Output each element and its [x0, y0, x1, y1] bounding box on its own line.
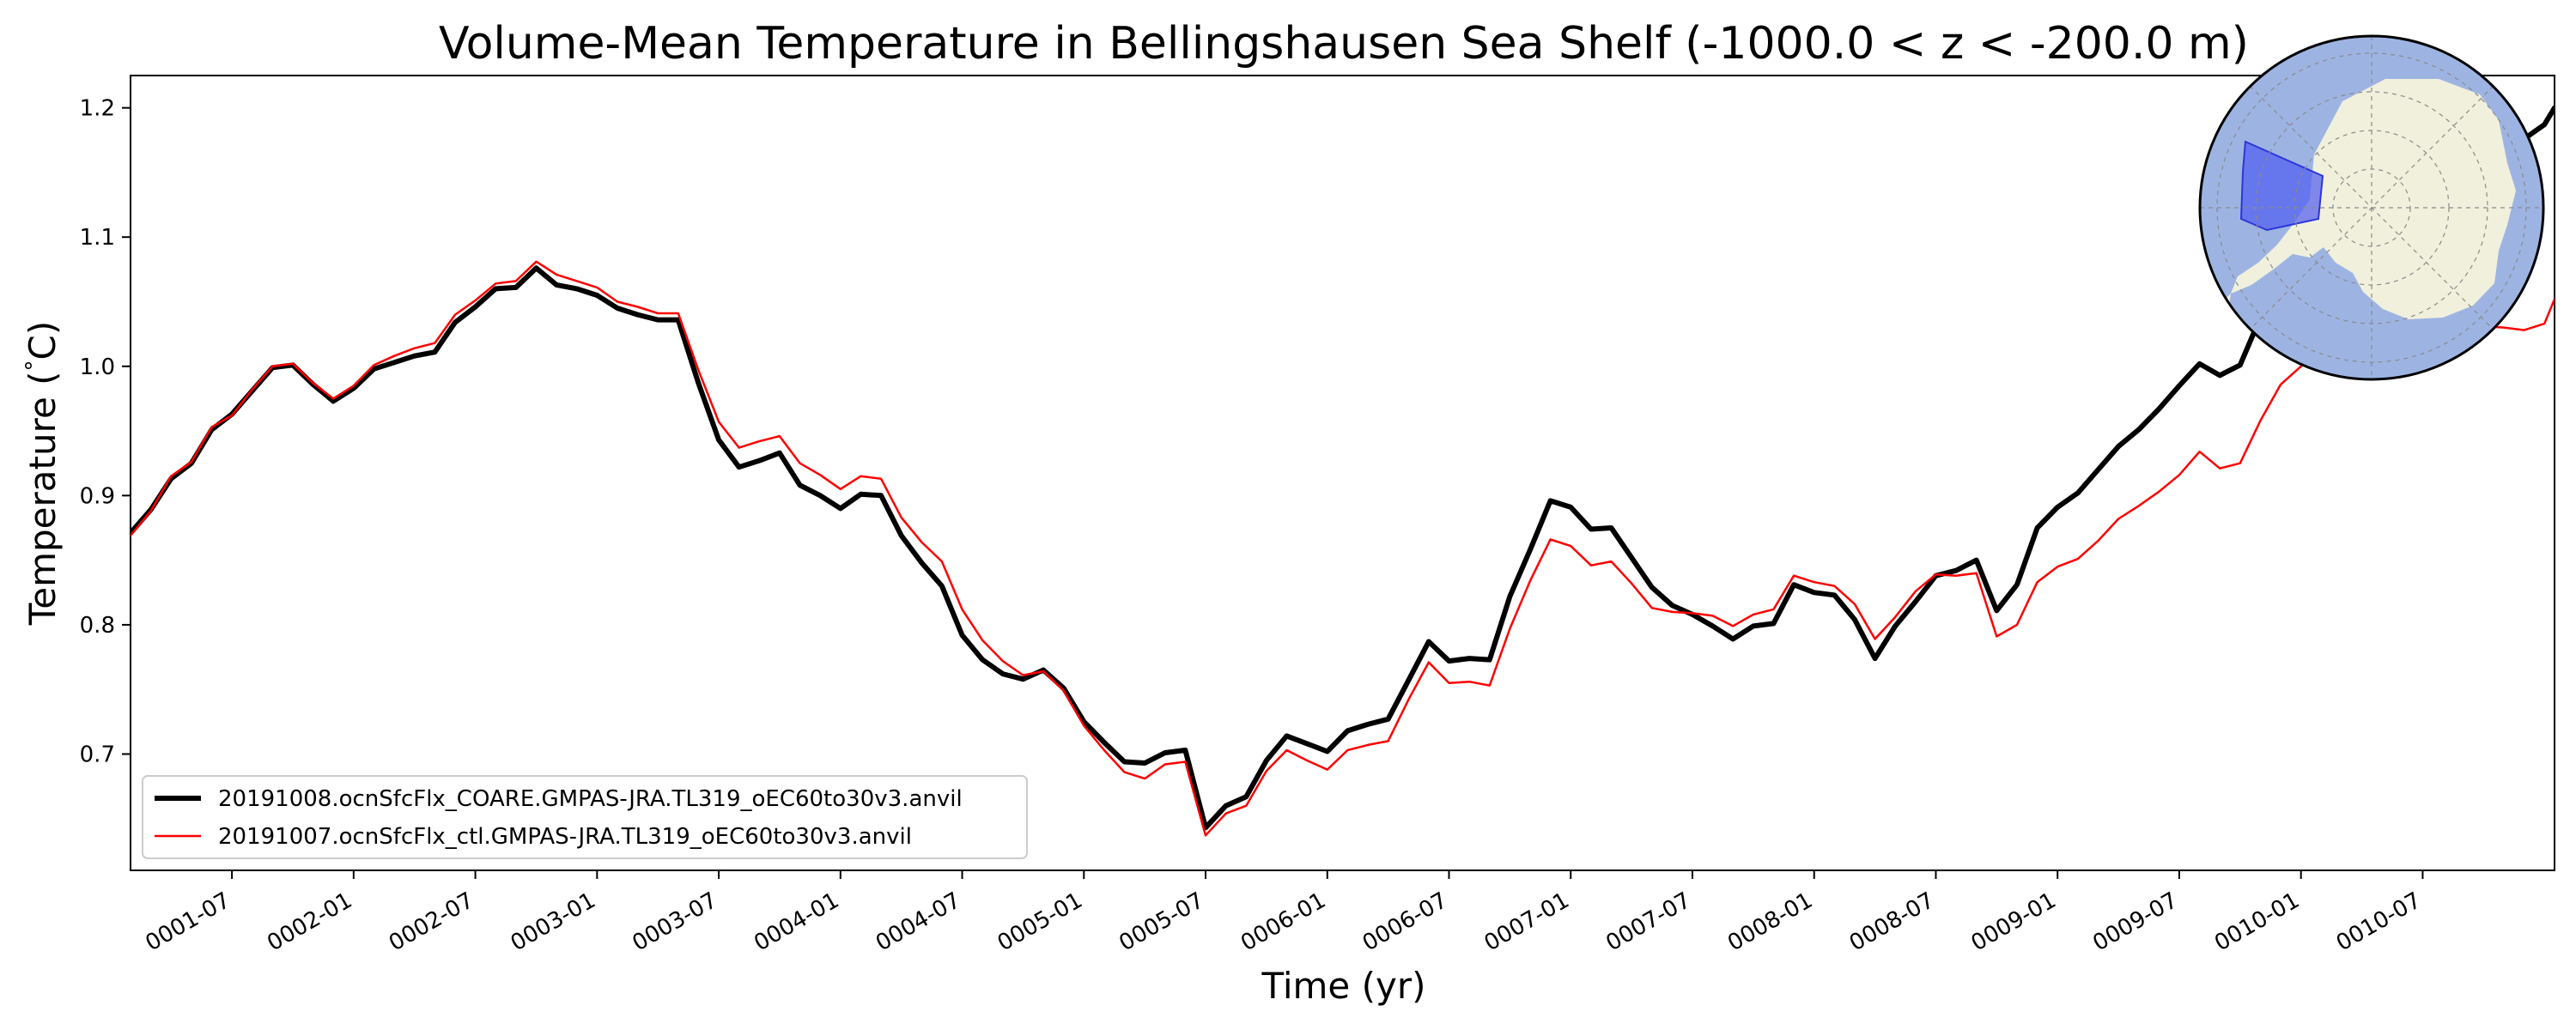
plot-area	[130, 75, 2555, 871]
x-axis: 0001-07 0002-01 0002-07 0003-01 0003-07 0004-…	[142, 870, 2426, 956]
x-tick-label: 0003-07	[628, 888, 721, 956]
series-line-coare	[131, 105, 2555, 831]
x-tick-label: 0006-01	[1236, 888, 1330, 956]
x-tick-label: 0010-07	[2332, 888, 2426, 956]
x-tick-label: 0009-01	[1967, 888, 2061, 956]
legend-label-coare: 20191008.ocnSfcFlx_COARE.GMPAS-JRA.TL319…	[218, 786, 963, 812]
y-tick-label: 1.2	[80, 96, 115, 122]
x-tick-label: 0002-01	[263, 888, 356, 956]
antarctica-inset-map	[2198, 34, 2545, 381]
x-tick-label: 0007-01	[1480, 888, 1574, 956]
legend-box	[142, 775, 1028, 859]
y-axis-label-unit: C)	[21, 321, 64, 360]
inset-map-border	[2198, 34, 2545, 381]
x-tick-label: 0005-07	[1115, 888, 1208, 956]
x-tick-label: 0005-01	[993, 888, 1087, 956]
x-axis-label: Time (yr)	[1261, 965, 1425, 1007]
y-tick-label: 0.7	[80, 742, 115, 767]
inset-graticule	[2200, 36, 2543, 379]
x-tick-label: 0003-01	[507, 888, 600, 956]
legend-label-ctl: 20191007.ocnSfcFlx_ctl.GMPAS-JRA.TL319_o…	[218, 824, 912, 850]
y-tick-label: 0.9	[80, 483, 115, 509]
x-tick-label: 0008-01	[1723, 888, 1817, 956]
chart-title: Volume-Mean Temperature in Bellingshause…	[439, 18, 2249, 70]
x-tick-label: 0006-07	[1358, 888, 1452, 956]
x-tick-label: 0004-01	[750, 888, 843, 956]
y-tick-label: 1.0	[80, 354, 115, 380]
y-axis-label: Temperature (°C)	[21, 321, 64, 627]
x-tick-label: 0009-07	[2088, 888, 2182, 956]
y-tick-label: 0.8	[80, 613, 115, 639]
series-layer	[131, 105, 2555, 837]
x-tick-label: 0002-07	[385, 888, 478, 956]
y-axis-label-text: Temperature (	[21, 371, 64, 626]
x-tick-label: 0007-07	[1601, 888, 1695, 956]
y-axis-label-degree: °	[21, 360, 47, 371]
x-tick-label: 0001-07	[142, 888, 235, 956]
antarctica-landmass	[2231, 79, 2516, 319]
x-tick-label: 0008-07	[1845, 888, 1939, 956]
x-tick-label: 0004-07	[872, 888, 965, 956]
x-tick-label: 0010-01	[2210, 888, 2304, 956]
series-line-ctl	[131, 260, 2555, 837]
legend: 20191008.ocnSfcFlx_COARE.GMPAS-JRA.TL319…	[142, 775, 1028, 859]
y-axis: 0.7 0.8 0.9 1.0 1.1 1.2	[80, 96, 131, 767]
y-tick-label: 1.1	[80, 225, 115, 251]
